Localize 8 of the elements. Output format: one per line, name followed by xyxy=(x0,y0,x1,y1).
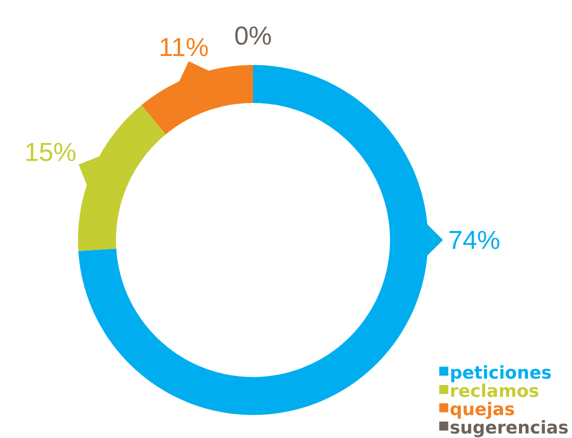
data-label: 15% xyxy=(26,142,76,162)
text: 0% xyxy=(235,26,271,45)
data-label: 74% xyxy=(450,230,500,250)
legend-label: peticiones xyxy=(451,365,551,382)
legend-label: quejas xyxy=(450,402,514,419)
legend-label: sugerencias xyxy=(450,420,568,438)
data-label: 11% xyxy=(160,38,208,56)
legend-label: reclamos xyxy=(451,384,538,398)
